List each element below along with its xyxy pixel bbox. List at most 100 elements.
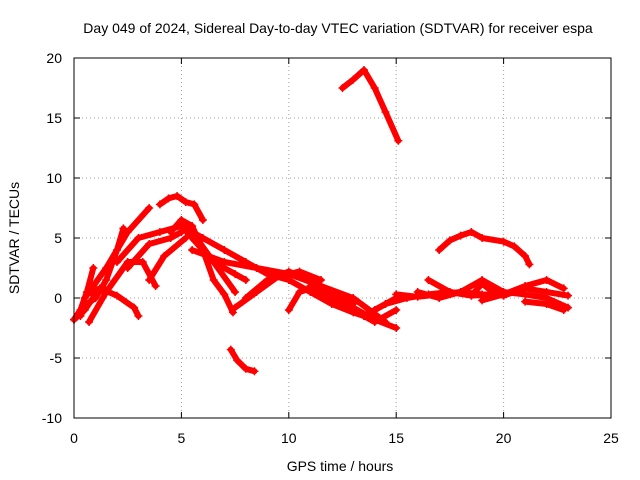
data-point bbox=[145, 204, 154, 212]
data-point bbox=[394, 136, 403, 145]
data-point bbox=[284, 306, 293, 314]
y-tick-label: 0 bbox=[54, 290, 62, 306]
data-point bbox=[381, 108, 390, 116]
data-point bbox=[263, 276, 272, 284]
series-trace-s27 bbox=[436, 229, 533, 268]
x-tick-label: 0 bbox=[70, 430, 78, 446]
series-trace-s17 bbox=[242, 268, 357, 307]
data-point bbox=[370, 318, 379, 326]
data-point bbox=[559, 284, 568, 293]
y-tick-label: 10 bbox=[46, 170, 62, 186]
x-tick-label: 5 bbox=[178, 430, 186, 446]
x-axis-label: GPS time / hours bbox=[287, 458, 394, 474]
data-point bbox=[220, 246, 229, 254]
data-point bbox=[359, 66, 368, 74]
data-point bbox=[392, 324, 401, 332]
data-point bbox=[91, 294, 100, 302]
data-point bbox=[252, 264, 261, 272]
data-point bbox=[456, 231, 465, 240]
axis-ticks: 0 5 10 15 20 25 -10 -5 0 5 10 15 20 bbox=[42, 50, 619, 446]
data-point bbox=[130, 303, 139, 312]
series-trace-s18 bbox=[227, 346, 258, 375]
data-point bbox=[510, 242, 519, 251]
x-tick-label: 25 bbox=[603, 430, 619, 446]
data-point bbox=[241, 276, 250, 284]
data-point bbox=[338, 294, 347, 302]
data-point bbox=[228, 308, 237, 317]
data-point bbox=[102, 264, 111, 272]
data-point bbox=[89, 264, 98, 272]
data-point bbox=[231, 288, 240, 296]
data-point bbox=[381, 300, 390, 308]
data-point bbox=[209, 276, 218, 284]
data-point bbox=[435, 294, 444, 302]
data-point bbox=[102, 288, 111, 296]
series-trace-s29 bbox=[500, 285, 571, 299]
data-point bbox=[190, 200, 199, 209]
data-point bbox=[306, 282, 315, 290]
data-point bbox=[284, 267, 293, 276]
y-axis-label: SDTVAR / TECUs bbox=[6, 182, 22, 294]
data-point bbox=[151, 282, 160, 290]
data-point bbox=[198, 234, 207, 242]
data-point bbox=[467, 291, 476, 300]
data-point bbox=[327, 294, 336, 302]
data-point bbox=[85, 318, 94, 326]
data-point bbox=[138, 258, 147, 266]
data-point bbox=[349, 75, 358, 84]
data-point bbox=[220, 258, 229, 266]
data-point bbox=[112, 291, 121, 300]
x-tick-label: 10 bbox=[281, 430, 297, 446]
data-point bbox=[241, 294, 250, 302]
data-point bbox=[499, 291, 508, 300]
data-point bbox=[478, 234, 487, 242]
data-point bbox=[542, 288, 551, 296]
data-point bbox=[521, 297, 530, 306]
x-tick-label: 15 bbox=[388, 430, 404, 446]
data-point bbox=[521, 284, 530, 293]
data-point bbox=[559, 306, 568, 314]
data-point bbox=[478, 296, 487, 305]
data-point bbox=[349, 306, 358, 314]
data-point bbox=[134, 234, 143, 242]
y-tick-label: 20 bbox=[46, 50, 62, 66]
data-point bbox=[198, 216, 207, 224]
x-tick-label: 20 bbox=[496, 430, 512, 446]
data-point bbox=[119, 224, 128, 233]
data-point bbox=[445, 236, 454, 245]
data-point bbox=[226, 345, 235, 354]
data-point bbox=[542, 276, 551, 284]
y-tick-label: -5 bbox=[50, 350, 63, 366]
data-point bbox=[173, 192, 182, 200]
data-point bbox=[102, 276, 111, 284]
data-point bbox=[499, 237, 508, 246]
series-trace-s8 bbox=[124, 229, 185, 271]
data-point bbox=[95, 284, 104, 293]
data-point bbox=[145, 276, 154, 284]
data-point bbox=[181, 198, 190, 206]
data-point bbox=[338, 84, 347, 92]
data-point bbox=[123, 228, 132, 236]
data-point bbox=[155, 228, 164, 236]
data-point bbox=[155, 200, 164, 209]
series-trace-s26 bbox=[339, 67, 402, 144]
data-point bbox=[392, 306, 401, 314]
data-point bbox=[478, 279, 487, 288]
data-point bbox=[123, 264, 132, 272]
grid-lines bbox=[74, 58, 611, 418]
data-point bbox=[82, 300, 91, 308]
data-point bbox=[359, 312, 368, 320]
data-point bbox=[177, 222, 186, 230]
data-point bbox=[467, 228, 476, 236]
data-point bbox=[392, 290, 401, 299]
data-point bbox=[231, 270, 240, 278]
data-point bbox=[188, 246, 197, 254]
data-point bbox=[435, 246, 444, 254]
data-point bbox=[542, 300, 551, 308]
data-point bbox=[295, 288, 304, 296]
chart-title: Day 049 of 2024, Sidereal Day-to-day VTE… bbox=[83, 20, 593, 36]
y-tick-label: 15 bbox=[46, 110, 62, 126]
data-point bbox=[166, 228, 175, 236]
series-trace-s10 bbox=[156, 193, 206, 223]
